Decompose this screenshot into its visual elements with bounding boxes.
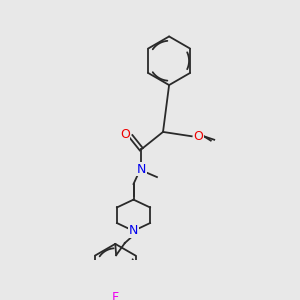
Text: F: F: [112, 291, 119, 300]
Text: O: O: [120, 128, 130, 141]
Text: N: N: [136, 163, 146, 176]
Text: O: O: [194, 130, 203, 143]
Text: N: N: [129, 224, 138, 237]
